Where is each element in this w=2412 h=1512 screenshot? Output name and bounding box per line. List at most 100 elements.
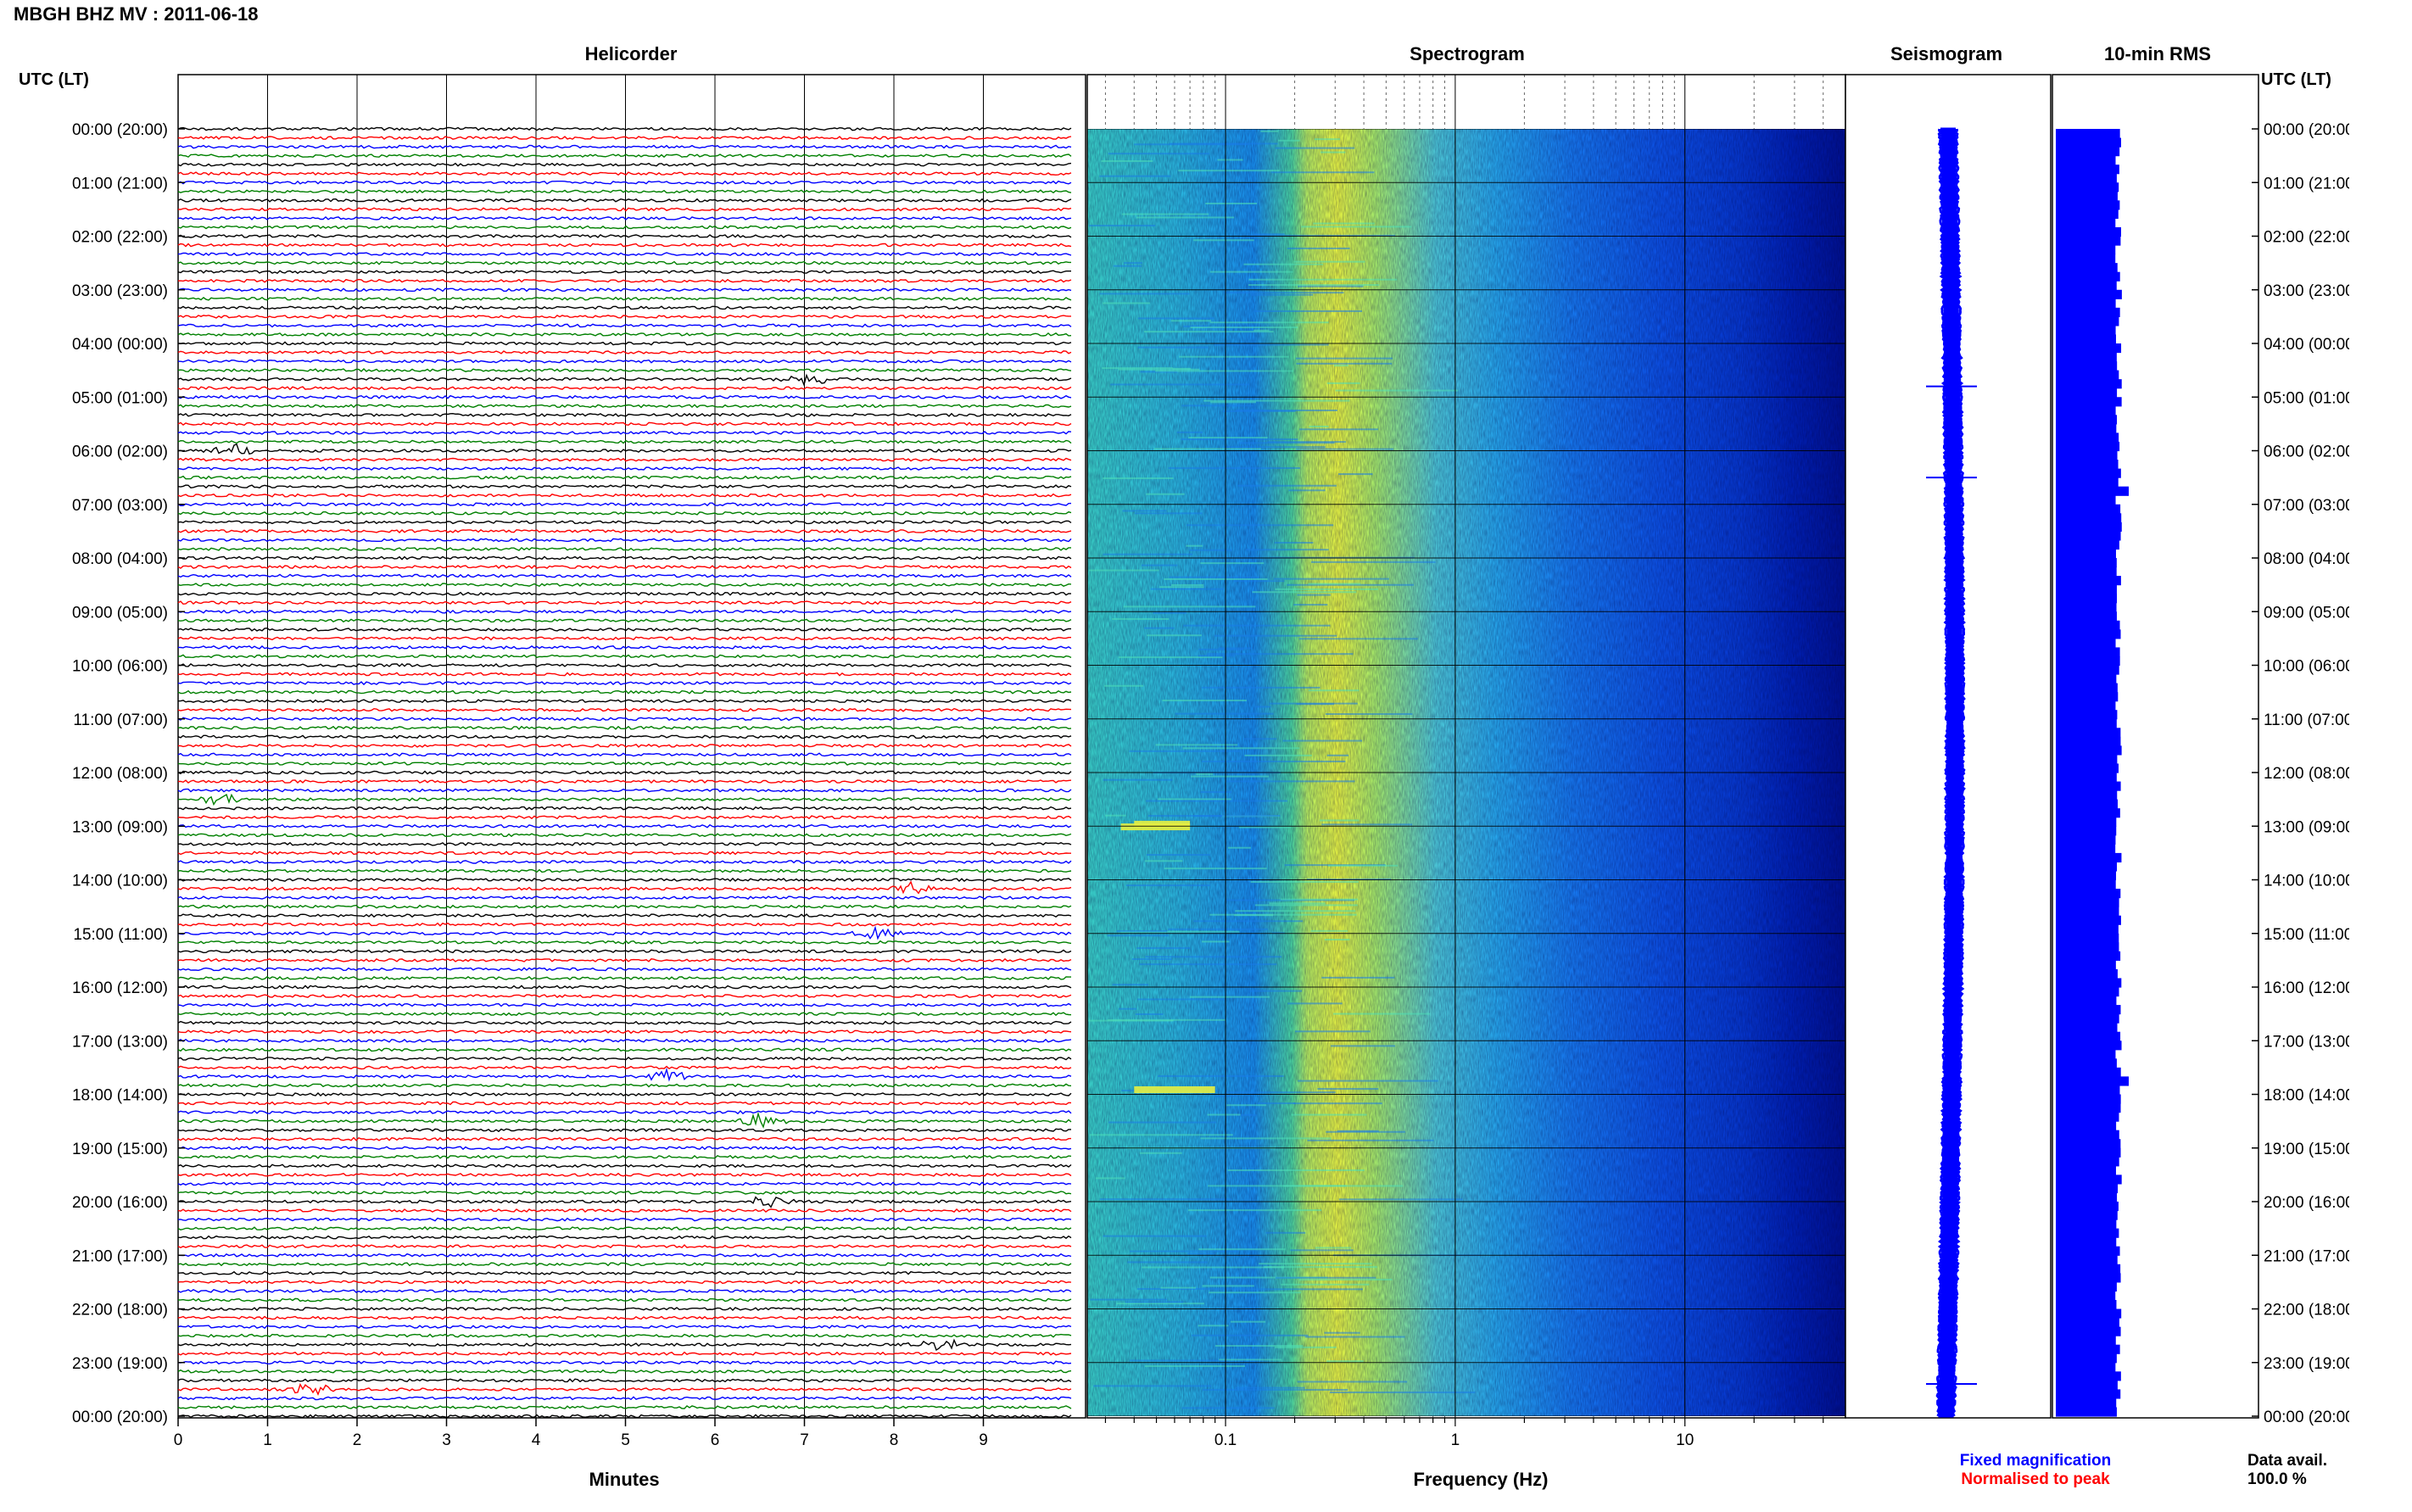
rms-bar: [2056, 1130, 2119, 1140]
helicorder-trace: [177, 1351, 1072, 1356]
helicorder-trace: [177, 1208, 1072, 1214]
spectrogram-streak: [1233, 580, 1285, 583]
helicorder-trace: [177, 493, 1072, 498]
spectrogram-streak: [1101, 159, 1153, 162]
spectrogram-streak: [1214, 634, 1337, 637]
helicorder-trace: [177, 260, 1071, 265]
spectrogram-streak: [1093, 1385, 1212, 1387]
helicorder-trace: [177, 1235, 1072, 1240]
helicorder-trace: [177, 583, 1072, 588]
helicorder-trace: [177, 734, 1072, 739]
helicorder-trace: [177, 1136, 1072, 1141]
rms-bar: [2056, 423, 2117, 434]
spectrogram-streak: [1260, 130, 1279, 132]
rms-bar: [2056, 710, 2118, 720]
spectrogram-streak: [1320, 151, 1346, 153]
hour-label-left: 04:00 (00:00): [72, 336, 168, 354]
rms-bar: [2056, 933, 2119, 943]
helicorder-trace: [177, 296, 1072, 301]
rms-bar: [2056, 209, 2119, 220]
helicorder-trace: [177, 793, 1072, 806]
spectrogram-streak: [1110, 383, 1250, 386]
helicorder-trace: [177, 877, 1072, 883]
helicorder-trace: [177, 162, 1072, 167]
spectrogram-streak: [1317, 1088, 1379, 1091]
rms-bar: [2056, 477, 2119, 488]
helicorder-trace: [177, 925, 1072, 940]
rms-bar: [2056, 889, 2121, 899]
rms-bar: [2056, 289, 2122, 299]
spectrogram-streak: [1248, 278, 1398, 281]
helicorder-trace: [177, 1056, 1072, 1061]
spectrogram-streak: [1224, 292, 1344, 294]
spectrogram-streak: [1188, 549, 1232, 551]
spectrogram-panel: 0.1 1 10: [1086, 74, 1846, 1449]
spectrogram-streak: [1176, 431, 1203, 433]
helicorder-trace: [177, 689, 1072, 695]
rms-bar: [2056, 182, 2119, 192]
spectrogram-streak: [1280, 898, 1359, 901]
rms-bar: [2056, 1058, 2117, 1068]
spectrogram-streak: [1135, 1013, 1164, 1015]
spectrogram-streak: [1209, 913, 1357, 916]
helicorder-trace: [177, 636, 1071, 641]
spectrogram-streak: [1207, 1113, 1241, 1116]
spectrogram-streak: [1275, 1276, 1376, 1279]
helicorder-trace: [177, 644, 1072, 650]
minutes-axis-label: Minutes: [589, 1469, 659, 1490]
rms-bar: [2056, 665, 2119, 675]
helicorder-trace: [177, 252, 1072, 257]
spectrogram-streak: [1330, 1045, 1395, 1047]
hour-label-right: 10:00 (06:00): [2264, 658, 2359, 676]
hour-label-left: 00:00 (20:00): [72, 1409, 168, 1426]
spectrogram-streak: [1327, 864, 1399, 867]
helicorder-trace: [177, 1101, 1072, 1106]
rms-bar: [2056, 441, 2120, 452]
rms-bar: [2056, 700, 2116, 711]
spectrogram-streak: [1248, 284, 1380, 287]
spectrogram-streak: [1113, 265, 1142, 267]
spectrogram-streak: [1096, 1177, 1125, 1180]
helicorder-trace: [177, 922, 1072, 927]
spectrogram-streak: [1182, 747, 1300, 750]
spectrogram-streak: [1144, 1364, 1246, 1367]
hour-label-left: 10:00 (06:00): [72, 658, 168, 676]
helicorder-trace: [177, 136, 1072, 140]
hour-label-right: 00:00 (20:00): [2264, 1409, 2359, 1426]
spectrogram-streak: [1247, 1288, 1363, 1291]
helicorder-panel: 0 1 2 3 4 5 6 7 8 9: [174, 74, 1086, 1449]
rms-bar: [2056, 924, 2119, 935]
hour-label-left: 00:00 (20:00): [72, 121, 168, 139]
spectrogram-streak: [1259, 1263, 1372, 1265]
helicorder-trace: [177, 1253, 1072, 1258]
rms-bar: [2056, 1085, 2120, 1096]
spectrogram-streak: [1187, 1253, 1216, 1255]
rms-bar: [2056, 352, 2117, 362]
spectrogram-streak: [1102, 367, 1173, 370]
helicorder-trace: [177, 841, 1072, 846]
spectrogram-streak: [1287, 247, 1350, 249]
spectrogram-streak: [1153, 448, 1261, 450]
helicorder-trace: [177, 1191, 1072, 1195]
helicorder-trace: [177, 1083, 1072, 1088]
rms-bar: [2056, 1121, 2117, 1131]
rms-bar: [2056, 1344, 2120, 1354]
spectrogram-streak: [1127, 1261, 1208, 1264]
spectrogram-streak: [1244, 754, 1312, 756]
rms-bar: [2056, 1326, 2121, 1336]
spectrogram-streak: [1293, 260, 1365, 263]
helicorder-x-tick-label: 3: [442, 1431, 451, 1449]
rms-bar: [2056, 129, 2120, 139]
rms-bar: [2056, 799, 2119, 809]
hour-label-left: 06:00 (02:00): [72, 444, 168, 461]
rms-bar: [2056, 1398, 2117, 1409]
rms-bar: [2056, 361, 2118, 371]
spectrogram-streak: [1267, 441, 1346, 444]
rms-bar: [2056, 468, 2121, 478]
rms-bar: [2056, 629, 2121, 639]
spectrogram-streak: [1139, 963, 1277, 966]
rms-bar: [2056, 263, 2118, 273]
spectrogram-energy-blob: [1134, 1086, 1215, 1094]
rms-bar: [2056, 1174, 2122, 1185]
helicorder-trace: [177, 1396, 1072, 1401]
